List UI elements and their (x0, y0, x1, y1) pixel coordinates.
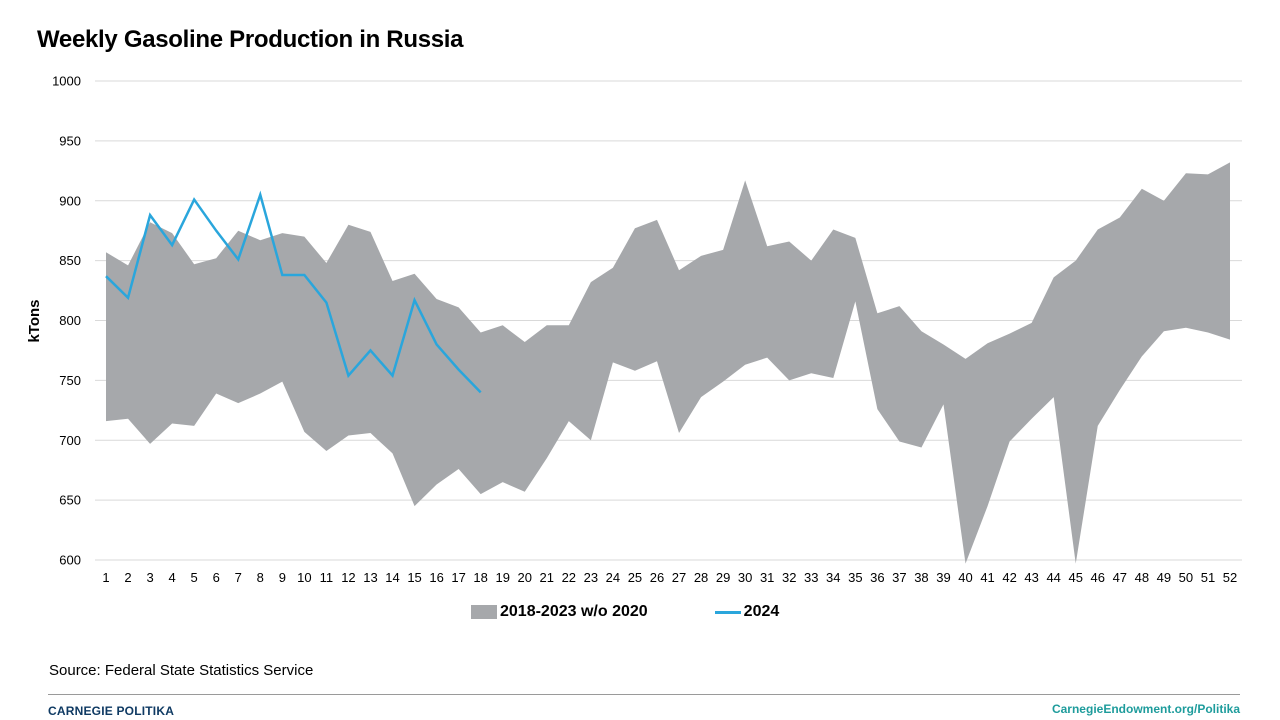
x-tick-label: 5 (191, 570, 198, 585)
x-tick-label: 20 (518, 570, 532, 585)
x-tick-label: 11 (320, 570, 334, 585)
legend-label-2024: 2024 (743, 603, 780, 620)
x-tick-label: 51 (1201, 570, 1215, 585)
x-tick-label: 40 (958, 570, 972, 585)
y-tick-label: 700 (59, 433, 81, 448)
brand-url[interactable]: CarnegieEndowment.org/Politika (1051, 702, 1240, 716)
x-tick-label: 39 (936, 570, 950, 585)
range-band-layer (106, 162, 1230, 564)
y-tick-label: 750 (59, 373, 81, 388)
legend-item-2024: 2024 (714, 603, 780, 621)
range-band-area (106, 162, 1230, 564)
x-tick-label: 42 (1002, 570, 1016, 585)
legend-swatch-band (471, 605, 497, 619)
y-axis-label: kTons (26, 299, 43, 342)
x-tick-label: 17 (451, 570, 465, 585)
x-tick-label: 43 (1024, 570, 1038, 585)
x-tick-label: 2 (124, 570, 131, 585)
x-tick-label: 6 (213, 570, 220, 585)
legend-swatch-2024 (714, 610, 741, 614)
x-tick-label: 30 (738, 570, 752, 585)
x-tick-label: 19 (495, 570, 509, 585)
x-tick-label: 47 (1113, 570, 1127, 585)
x-tick-label: 18 (473, 570, 487, 585)
x-tick-label: 35 (848, 570, 862, 585)
brand-logo-text: CARNEGIE POLITIKA (48, 704, 175, 718)
y-tick-label: 600 (59, 553, 81, 568)
x-tick-labels: 1 2 3 4 5 6 7 8 9 10 11 12 13 14 15 16 17 18 19 20 21 22 23 24 2… (102, 570, 1237, 585)
x-tick-label: 41 (980, 570, 994, 585)
x-tick-label: 25 (628, 570, 642, 585)
x-tick-label: 4 (169, 570, 176, 585)
y-tick-label: 1000 (52, 74, 81, 89)
x-tick-label: 37 (892, 570, 906, 585)
x-tick-label: 48 (1135, 570, 1149, 585)
x-tick-label: 16 (429, 570, 443, 585)
x-tick-label: 45 (1068, 570, 1082, 585)
x-tick-label: 49 (1157, 570, 1171, 585)
x-tick-label: 23 (584, 570, 598, 585)
x-tick-label: 15 (407, 570, 421, 585)
x-tick-label: 50 (1179, 570, 1193, 585)
y-tick-label: 800 (59, 313, 81, 328)
y-tick-labels: 600 650 700 750 800 850 900 950 1000 (52, 74, 81, 568)
x-tick-label: 44 (1046, 570, 1060, 585)
x-tick-label: 33 (804, 570, 818, 585)
x-tick-label: 7 (235, 570, 242, 585)
y-tick-label: 950 (59, 133, 81, 148)
x-tick-label: 24 (606, 570, 620, 585)
x-tick-label: 3 (146, 570, 153, 585)
x-tick-label: 10 (297, 570, 311, 585)
y-tick-label: 900 (59, 193, 81, 208)
x-tick-label: 12 (341, 570, 355, 585)
legend: 2018-2023 w/o 2020 2024 (471, 603, 779, 621)
y-tick-label: 850 (59, 253, 81, 268)
chart-title: Weekly Gasoline Production in Russia (37, 26, 464, 53)
legend-item-band: 2018-2023 w/o 2020 (471, 603, 648, 621)
x-tick-label: 31 (760, 570, 774, 585)
x-tick-label: 13 (363, 570, 377, 585)
legend-label-band: 2018-2023 w/o 2020 (500, 603, 648, 620)
series-line-2024 (105, 190, 482, 394)
x-tick-label: 28 (694, 570, 708, 585)
x-tick-label: 29 (716, 570, 730, 585)
x-tick-label: 46 (1091, 570, 1105, 585)
x-tick-label: 27 (672, 570, 686, 585)
x-tick-label: 8 (257, 570, 264, 585)
x-tick-label: 1 (102, 570, 109, 585)
x-tick-label: 36 (870, 570, 884, 585)
x-tick-label: 21 (540, 570, 554, 585)
y-tick-label: 650 (59, 493, 81, 508)
x-tick-label: 38 (914, 570, 928, 585)
x-tick-label: 32 (782, 570, 796, 585)
source-note: Source: Federal State Statistics Service (49, 662, 314, 679)
x-tick-label: 26 (650, 570, 664, 585)
footer-divider (48, 694, 1240, 695)
series-layer (105, 190, 482, 394)
x-tick-label: 14 (385, 570, 399, 585)
x-tick-label: 9 (279, 570, 286, 585)
x-tick-label: 22 (562, 570, 576, 585)
x-tick-label: 52 (1223, 570, 1237, 585)
x-tick-label: 34 (826, 570, 840, 585)
